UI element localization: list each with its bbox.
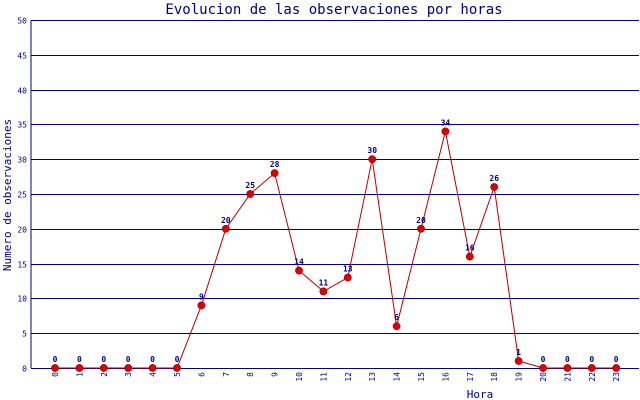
data-label: 0 (53, 355, 58, 364)
data-label: 0 (614, 355, 619, 364)
chart-title: Evolucion de las observaciones por horas (165, 2, 502, 18)
data-point (99, 364, 108, 372)
data-label: 11 (319, 278, 329, 287)
data-point (465, 252, 474, 261)
y-tick-label: 0 (22, 365, 27, 374)
x-tick-label: 16 (441, 372, 450, 382)
y-tick-label: 40 (17, 87, 27, 96)
data-point (295, 266, 303, 275)
data-point (343, 273, 352, 282)
x-tick-label: 18 (490, 372, 499, 382)
x-axis-title: Hora (467, 388, 494, 400)
data-point (197, 301, 206, 310)
x-tick-label: 6 (197, 372, 206, 377)
series-line (55, 131, 617, 369)
data-point (221, 224, 230, 233)
data-label: 13 (343, 265, 353, 274)
x-tick-label: 5 (173, 372, 182, 377)
data-label: 30 (367, 146, 377, 155)
x-tick-label: 0 (51, 372, 60, 377)
data-label: 0 (77, 355, 82, 364)
data-point (490, 183, 499, 191)
data-point (441, 127, 450, 136)
y-tick-label: 30 (17, 156, 27, 165)
data-label: 6 (394, 313, 399, 322)
data-label: 25 (245, 181, 255, 190)
x-tick-label: 2 (100, 372, 109, 377)
data-point (392, 322, 401, 331)
data-label: 0 (541, 355, 546, 364)
data-label: 9 (199, 292, 204, 301)
x-tick-label: 15 (417, 372, 426, 382)
x-tick-label: 22 (588, 372, 597, 382)
data-point (514, 357, 523, 365)
y-tick-label: 45 (17, 52, 27, 61)
data-label: 1 (516, 348, 521, 357)
x-tick-label: 4 (149, 372, 158, 377)
data-point (148, 364, 157, 372)
y-tick-label: 5 (22, 330, 27, 339)
x-tick-label: 3 (124, 372, 133, 377)
y-axis-title: Numero de observaciones (1, 119, 14, 271)
x-tick-label: 7 (222, 372, 231, 377)
y-tick-label: 15 (17, 261, 27, 270)
y-tick-label: 35 (17, 121, 27, 130)
series-markers (51, 127, 621, 372)
x-tick-label: 1 (75, 372, 84, 377)
y-tick-label: 20 (17, 226, 27, 235)
data-point (539, 364, 547, 372)
data-point (124, 364, 133, 372)
series-polyline (55, 131, 617, 369)
data-point (368, 155, 377, 164)
data-label: 16 (465, 244, 475, 253)
grid-lines (30, 20, 639, 369)
data-label: 0 (565, 355, 570, 364)
x-tick-label: 23 (612, 372, 621, 382)
data-label: 0 (175, 355, 180, 364)
data-label: 0 (150, 355, 155, 364)
data-label: 20 (221, 216, 231, 225)
data-point (51, 364, 59, 372)
data-point (319, 287, 328, 296)
data-point (246, 190, 255, 198)
data-label: 26 (489, 174, 499, 183)
data-point (563, 364, 572, 372)
x-tick-label: 20 (539, 372, 548, 382)
x-tick-label: 17 (466, 372, 475, 382)
data-label: 28 (270, 160, 280, 169)
x-tick-label: 19 (515, 372, 524, 382)
x-axis-ticks: 0 1 2 3 4 5 6 7 8 9 10 11 12 13 14 15 16 17 18 19 20 21 22 23 (51, 372, 621, 382)
x-tick-label: 21 (563, 372, 572, 382)
y-tick-label: 50 (17, 17, 27, 26)
data-label: 0 (101, 355, 106, 364)
x-tick-label: 12 (344, 372, 353, 382)
data-label: 20 (416, 216, 426, 225)
y-tick-label: 25 (17, 191, 27, 200)
data-label: 34 (441, 118, 451, 127)
x-tick-label: 9 (271, 372, 280, 377)
data-point (75, 364, 84, 372)
y-tick-label: 10 (17, 295, 27, 304)
x-tick-label: 14 (393, 372, 402, 382)
y-axis-ticks: 0 5 10 15 20 25 30 35 40 45 50 (17, 17, 27, 374)
data-point (587, 364, 596, 372)
x-tick-label: 8 (246, 372, 255, 377)
x-tick-label: 11 (319, 372, 328, 382)
data-point (270, 169, 279, 178)
data-label: 0 (589, 355, 594, 364)
data-label: 0 (126, 355, 131, 364)
x-tick-label: 13 (368, 372, 377, 382)
data-label: 14 (294, 258, 304, 267)
data-point (417, 224, 425, 233)
x-tick-label: 10 (295, 372, 304, 382)
data-point (612, 364, 621, 372)
data-point (173, 364, 181, 372)
data-labels: 0 0 0 0 0 0 9 20 25 28 14 11 13 30 6 20 34 16 26 1 0 0 0 0 (53, 118, 619, 364)
